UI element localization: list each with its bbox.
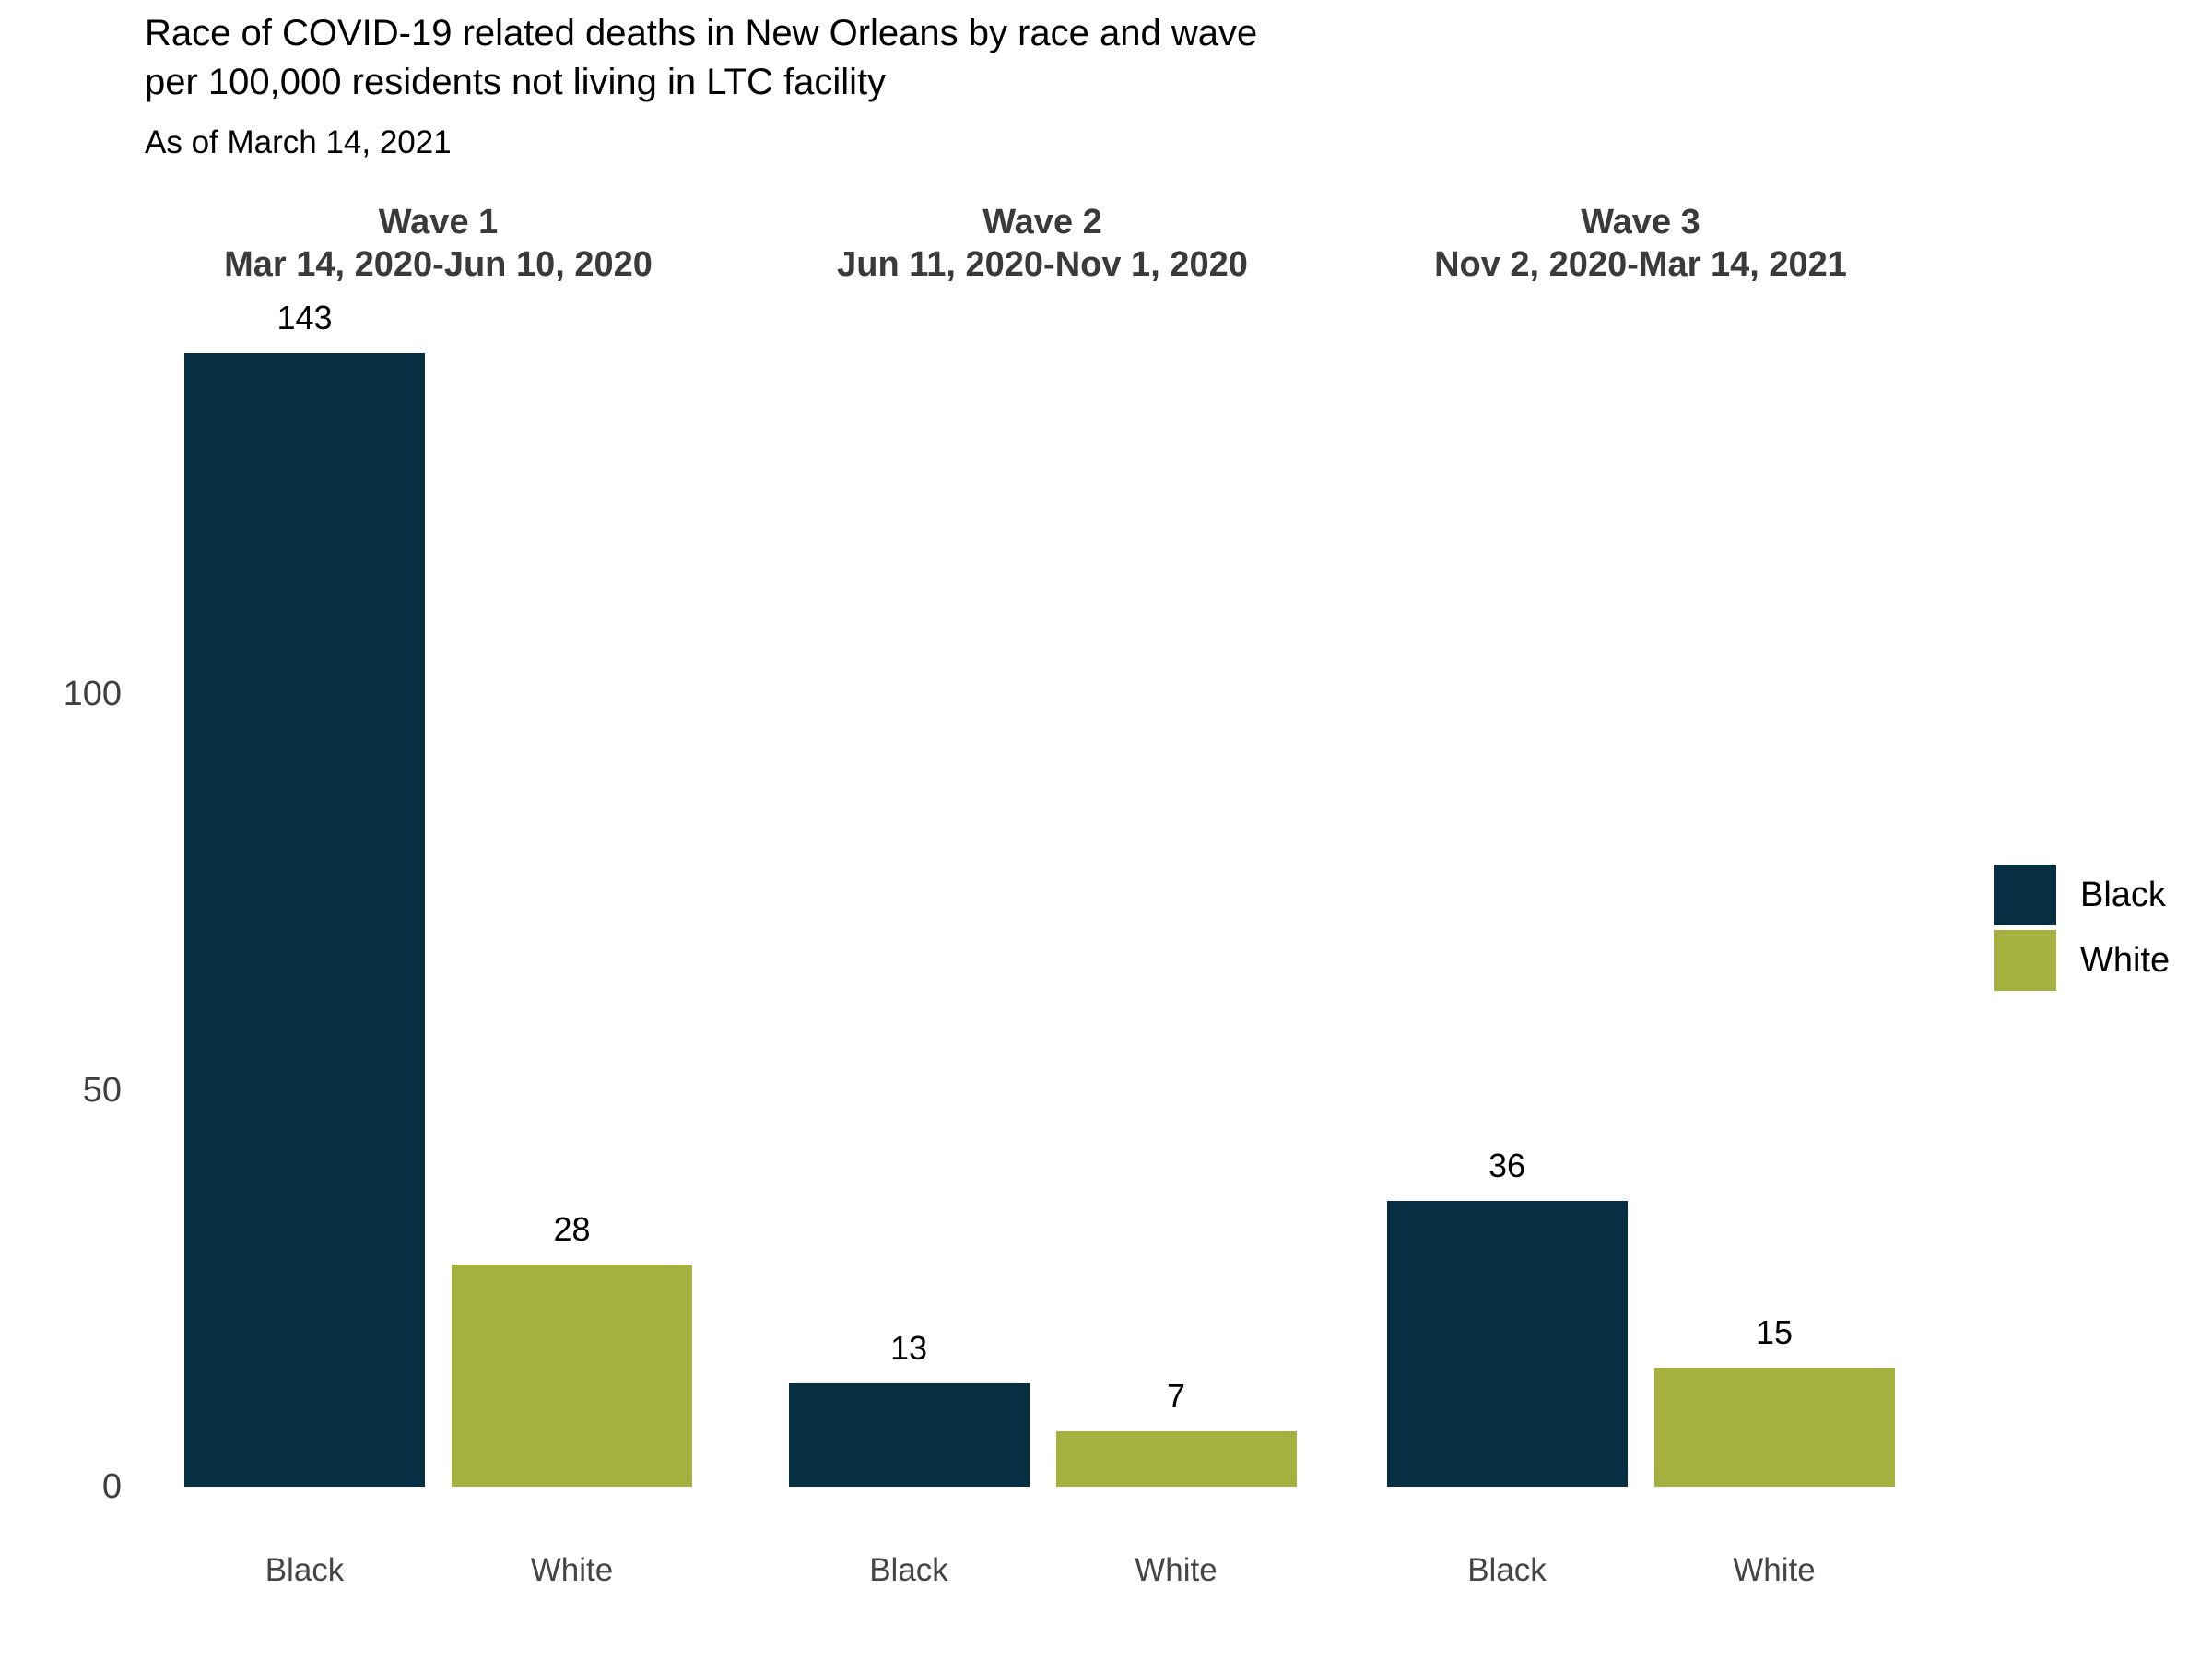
bar-black-wave1	[184, 353, 425, 1487]
bar-value-label: 28	[553, 1210, 591, 1249]
x-axis-category-label: White	[1135, 1552, 1218, 1588]
facet-wave-label: Wave 1	[378, 203, 499, 241]
facet-wave-label: Wave 2	[982, 203, 1102, 241]
bar-black-wave2	[788, 1383, 1030, 1487]
chart-title: Race of COVID-19 related deaths in New O…	[145, 9, 1257, 107]
facet-date-range: Nov 2, 2020-Mar 14, 2021	[1434, 245, 1847, 284]
y-axis-tick-label: 50	[82, 1071, 122, 1110]
x-axis-category-label: White	[530, 1552, 614, 1588]
legend-label: White	[2080, 940, 2171, 980]
chart-title-line1: Race of COVID-19 related deaths in New O…	[145, 13, 1258, 53]
y-axis-tick-label: 0	[101, 1467, 122, 1506]
legend-entry: White	[1994, 930, 2170, 991]
facet-date-range: Mar 14, 2020-Jun 10, 2020	[224, 245, 653, 284]
legend-swatch-white	[1994, 930, 2056, 991]
bar-value-label: 36	[1488, 1147, 1526, 1185]
bar-value-label: 7	[1166, 1376, 1186, 1415]
facet-header: Wave 2 Jun 11, 2020-Nov 1, 2020	[674, 201, 1411, 286]
facet-header: Wave 3 Nov 2, 2020-Mar 14, 2021	[1272, 201, 2009, 286]
bar-value-label: 143	[276, 299, 333, 337]
bar-white-wave3	[1653, 1368, 1895, 1487]
chart-title-line2: per 100,000 residents not living in LTC …	[145, 62, 887, 102]
legend-swatch-black	[1994, 865, 2056, 925]
legend: Black White	[1994, 865, 2170, 995]
facet-header: Wave 1 Mar 14, 2020-Jun 10, 2020	[70, 201, 807, 286]
x-axis-category-label: White	[1733, 1552, 1816, 1588]
x-axis-category-label: Black	[869, 1552, 948, 1588]
facet-date-range: Jun 11, 2020-Nov 1, 2020	[837, 245, 1248, 284]
bar-value-label: 15	[1755, 1313, 1794, 1351]
bar-value-label: 13	[889, 1329, 928, 1368]
x-axis-category-label: Black	[1467, 1552, 1547, 1588]
facet-wave-label: Wave 3	[1581, 203, 1700, 241]
chart-subtitle: As of March 14, 2021	[145, 124, 452, 160]
legend-label: Black	[2080, 875, 2166, 914]
y-axis-tick-label: 100	[63, 675, 122, 713]
bar-black-wave3	[1386, 1201, 1628, 1487]
bar-white-wave2	[1055, 1430, 1297, 1487]
bar-white-wave1	[452, 1265, 692, 1487]
legend-entry: Black	[1994, 865, 2170, 925]
x-axis-category-label: Black	[265, 1552, 345, 1588]
